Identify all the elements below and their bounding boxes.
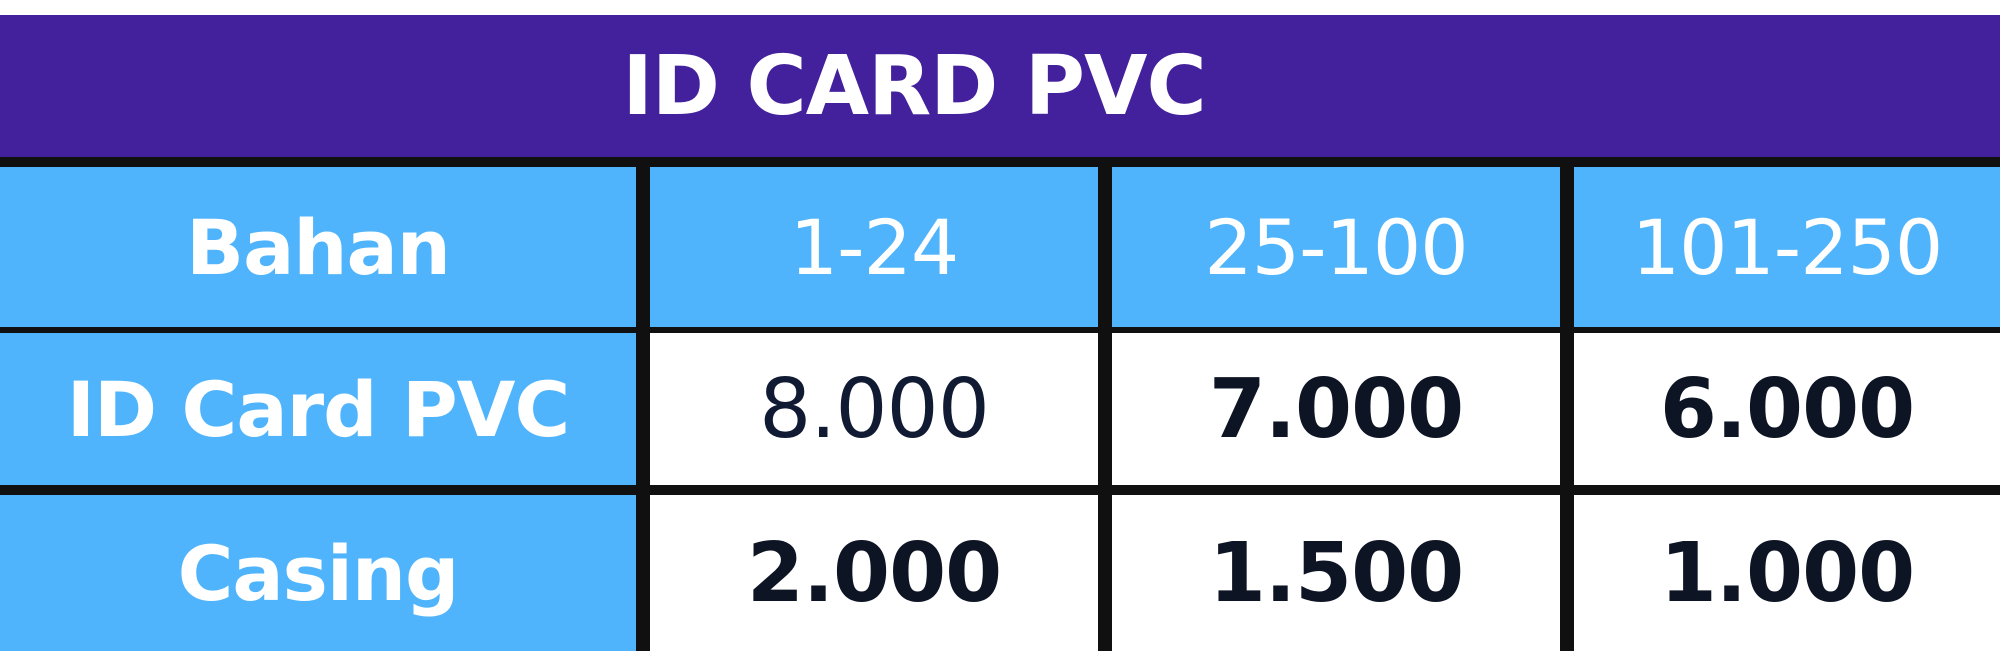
row-label-casing: Casing <box>0 495 636 651</box>
price-cell: 6.000 <box>1574 333 2000 485</box>
price-cell: 8.000 <box>650 333 1098 485</box>
table-title: ID CARD PVC <box>622 38 1206 134</box>
price-cell: 1.000 <box>1574 495 2000 651</box>
header-cell-qty-25-100: 25-100 <box>1112 167 1560 327</box>
price-cell: 1.500 <box>1112 495 1560 651</box>
price-cell: 2.000 <box>650 495 1098 651</box>
price-cell: 7.000 <box>1112 333 1560 485</box>
row-label-id-card-pvc: ID Card PVC <box>0 333 636 485</box>
header-cell-qty-1-24: 1-24 <box>650 167 1098 327</box>
header-cell-bahan: Bahan <box>0 167 636 327</box>
table-title-bar: ID CARD PVC <box>0 15 2000 157</box>
header-cell-qty-101-250: 101-250 <box>1574 167 2000 327</box>
price-table: Bahan 1-24 25-100 101-250 ID Card PVC 8.… <box>0 157 2000 651</box>
